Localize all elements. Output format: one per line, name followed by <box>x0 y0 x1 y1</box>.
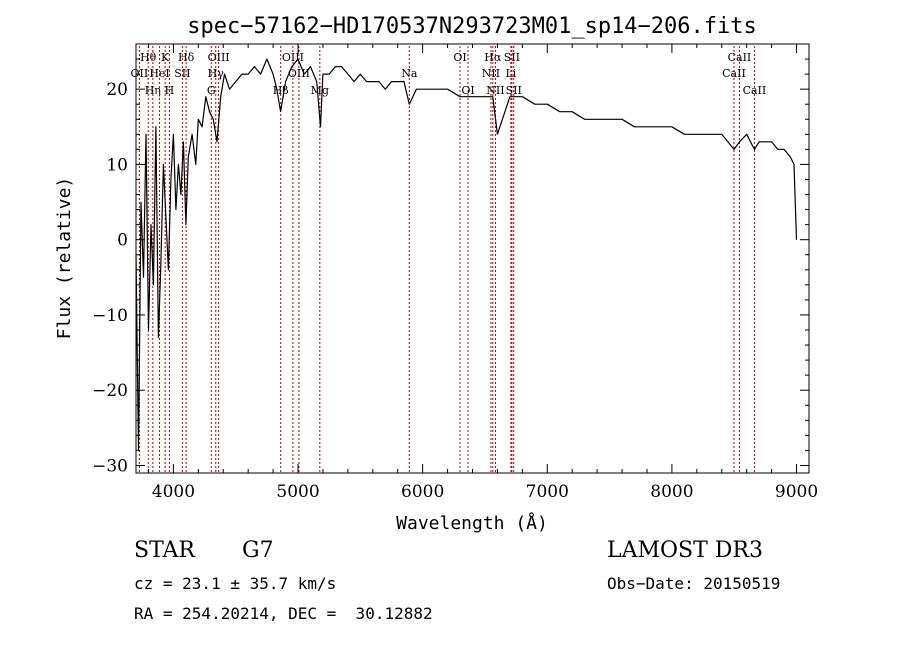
y-tick-label: −30 <box>92 456 128 476</box>
line-label: SII <box>506 84 522 97</box>
line-label: Na <box>401 67 418 80</box>
line-label: NII <box>482 67 500 80</box>
spectrum-series <box>135 58 798 451</box>
coordinates: RA = 254.20214, DEC = 30.12882 <box>134 604 433 623</box>
object-class: STAR <box>134 538 195 563</box>
x-tick-label: 5000 <box>276 482 319 502</box>
line-label: Hα <box>484 51 502 64</box>
x-axis: 4000 5000 6000 7000 8000 9000 <box>147 44 818 502</box>
y-axis: −30 −20 −10 0 10 20 <box>92 58 809 476</box>
line-label: OIII <box>208 51 230 64</box>
y-tick-label: −20 <box>92 381 128 401</box>
line-label: OI <box>453 51 466 64</box>
survey-name: LAMOST DR3 <box>607 538 763 563</box>
line-label: Hδ <box>178 51 195 64</box>
x-tick-label: 7000 <box>526 482 569 502</box>
line-label: OIII <box>282 51 304 64</box>
x-tick-label: 8000 <box>650 482 693 502</box>
obs-date: Obs−Date: 20150519 <box>607 574 781 593</box>
x-tick-label: 4000 <box>152 482 195 502</box>
spectral-subclass: G7 <box>242 538 274 563</box>
y-tick-label: 20 <box>106 80 128 100</box>
line-label: OIII <box>288 67 310 80</box>
line-label: NII <box>486 84 504 97</box>
line-label: CaII <box>722 67 746 80</box>
y-tick-label: 10 <box>106 155 128 175</box>
line-label: Li <box>505 67 516 80</box>
x-tick-label: 9000 <box>775 482 818 502</box>
line-label: OI <box>461 84 474 97</box>
line-label: SII <box>504 51 520 64</box>
x-tick-label: 6000 <box>401 482 444 502</box>
line-label: Mg <box>311 84 329 97</box>
line-label: Hη <box>145 84 161 97</box>
line-label: Hβ <box>273 84 289 97</box>
line-label: CaII <box>728 51 752 64</box>
plot-frame <box>135 43 810 474</box>
y-axis-label: Flux (relative) <box>54 177 75 340</box>
x-axis-label: Wavelength (Å) <box>396 512 548 534</box>
redshift-value: cz = 23.1 ± 35.7 km/s <box>134 574 337 593</box>
y-tick-label: 0 <box>117 231 128 251</box>
line-label: K <box>161 51 170 64</box>
line-label: Hθ <box>140 51 157 64</box>
line-label: HeI <box>149 67 169 80</box>
chart-title: spec−57162−HD170537N293723M01_sp14−206.f… <box>187 14 757 39</box>
y-tick-label: −10 <box>92 306 128 326</box>
line-label: CaII <box>743 84 767 97</box>
spectrum-layer <box>135 58 798 451</box>
line-label: Hγ <box>208 67 225 80</box>
line-label: OII <box>131 67 149 80</box>
line-label: SII <box>174 67 190 80</box>
line-label: G <box>207 84 216 97</box>
line-label: H <box>165 84 175 97</box>
